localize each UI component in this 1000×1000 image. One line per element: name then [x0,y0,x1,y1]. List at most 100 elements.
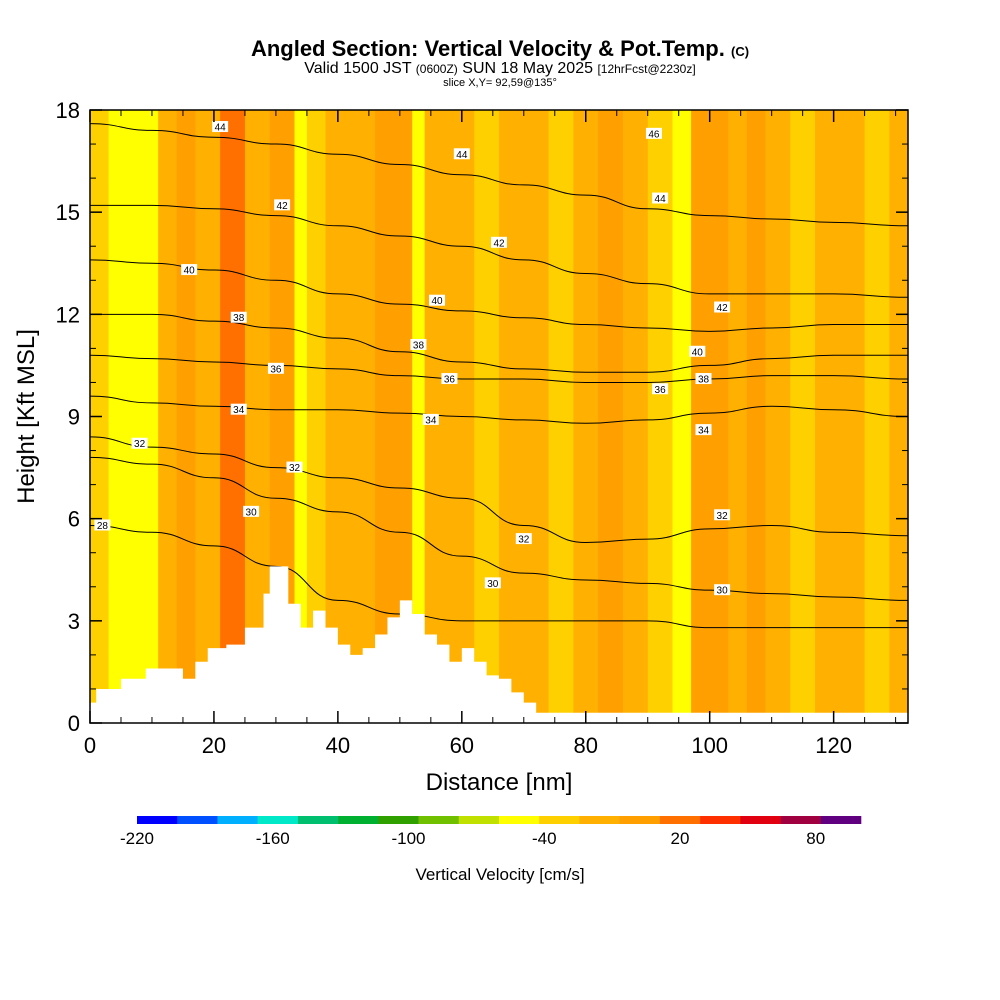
velocity-column [790,110,816,723]
contour-label-text: 42 [717,303,729,314]
velocity-column [325,110,351,723]
velocity-field [90,110,908,723]
contour-label-bg [230,311,247,323]
y-tick-label: 3 [68,609,80,634]
y-tick-label: 0 [68,711,80,736]
contour-label: 44 [652,192,669,205]
colorbar-swatch [499,816,540,824]
velocity-column [523,110,550,723]
colorbar-swatch [539,816,580,824]
contour-label: 38 [695,373,712,386]
velocity-column [746,110,766,723]
colorbar-swatch [378,816,419,824]
contour-label-bg [429,294,446,306]
contour-labels: 44 44 46 42 44 42 40 40 42 38 38 40 36 36 38 36 34 34 34 32… [94,121,731,597]
contour-label-bg [181,264,198,276]
contour-label-text: 36 [444,375,456,386]
colorbar-tick-label: -100 [391,829,425,848]
contour-label-bg [491,236,507,248]
contour-label-bg [212,121,229,133]
contour-label-bg [695,424,712,436]
contour-label: 30 [484,577,501,590]
velocity-column [691,110,711,723]
y-tick-label: 6 [68,507,80,532]
contour-label-bg [230,403,247,415]
x-tick-label: 120 [815,733,852,758]
contour-label-text: 34 [698,426,710,437]
contour-label: 40 [429,294,446,307]
contour-label-text: 36 [270,364,282,375]
colorbar-swatch [338,816,379,824]
contour-label-bg [714,301,731,313]
velocity-column [195,110,221,723]
contour-label-text: 34 [425,415,437,426]
y-tick-label: 15 [56,200,80,225]
valid-date: SUN 18 May 2025 [462,60,593,77]
velocity-column [350,110,376,723]
contour-label: 36 [441,373,458,386]
contour-label-bg [94,519,111,531]
contour-label-text: 44 [655,194,667,205]
colorbar-swatch [177,816,218,824]
contour-label-text: 38 [698,375,710,386]
velocity-column [728,110,748,723]
velocity-column [176,110,196,723]
y-axis-label: Height [Kft MSL] [13,329,40,504]
contour-label: 36 [652,383,669,396]
velocity-column [573,110,599,723]
y-tick-label: 9 [68,405,80,430]
contour-label: 34 [422,413,439,426]
contour-label-bg [441,373,458,385]
contour-label-text: 34 [233,405,245,416]
velocity-column [709,110,729,723]
velocity-column [622,110,649,723]
contour-label-text: 32 [134,439,146,450]
contour-label: 46 [645,127,662,140]
contour-label-text: 44 [456,150,468,161]
velocity-column [306,110,326,723]
contour-label-bg [515,533,532,545]
contour-label-bg [131,437,148,449]
colorbar-swatch [418,816,460,824]
slice-info: slice X,Y= 92,59@135° [443,77,557,89]
contour-label-bg [484,577,501,589]
x-tick-label: 40 [326,733,350,758]
valid-time: Valid 1500 JST [304,60,412,77]
contour-label-bg [714,509,731,521]
velocity-column [375,110,395,723]
x-tick-label: 0 [84,733,96,758]
contour-label: 38 [410,338,427,351]
contour-label: 44 [453,148,470,161]
colorbar-swatch [137,816,178,824]
velocity-column [499,110,525,723]
contour-label-text: 42 [277,201,289,212]
velocity-column [158,110,178,723]
contour-label: 44 [212,121,229,134]
colorbar-tick-label: 80 [806,829,825,848]
contour-label-text: 38 [413,340,425,351]
velocity-column [133,110,159,723]
velocity-column [393,110,413,723]
contour-label-text: 30 [246,507,258,518]
contour-label-text: 46 [648,129,660,140]
contour-label-bg [714,584,731,596]
x-axis-label: Distance [nm] [426,769,573,796]
contour-line-28 [90,524,908,629]
contour-label-bg [695,373,712,385]
forecast-tag: [12hrFcst@2230z] [597,62,696,76]
contour-label: 32 [286,461,303,474]
x-tick-label: 100 [691,733,728,758]
contour-label: 32 [131,437,148,450]
contour-line-44 [90,123,908,227]
contour-label-text: 32 [289,463,301,474]
contour-label-bg [652,383,669,395]
contour-label: 34 [230,403,247,416]
contour-label-text: 40 [692,347,704,358]
contour-label: 38 [230,311,247,324]
colorbar-tick-label: -220 [120,829,154,848]
colorbar-swatch [458,816,500,824]
chart-title: Angled Section: Vertical Velocity & Pot.… [0,36,1000,62]
contour-label: 42 [714,301,731,314]
